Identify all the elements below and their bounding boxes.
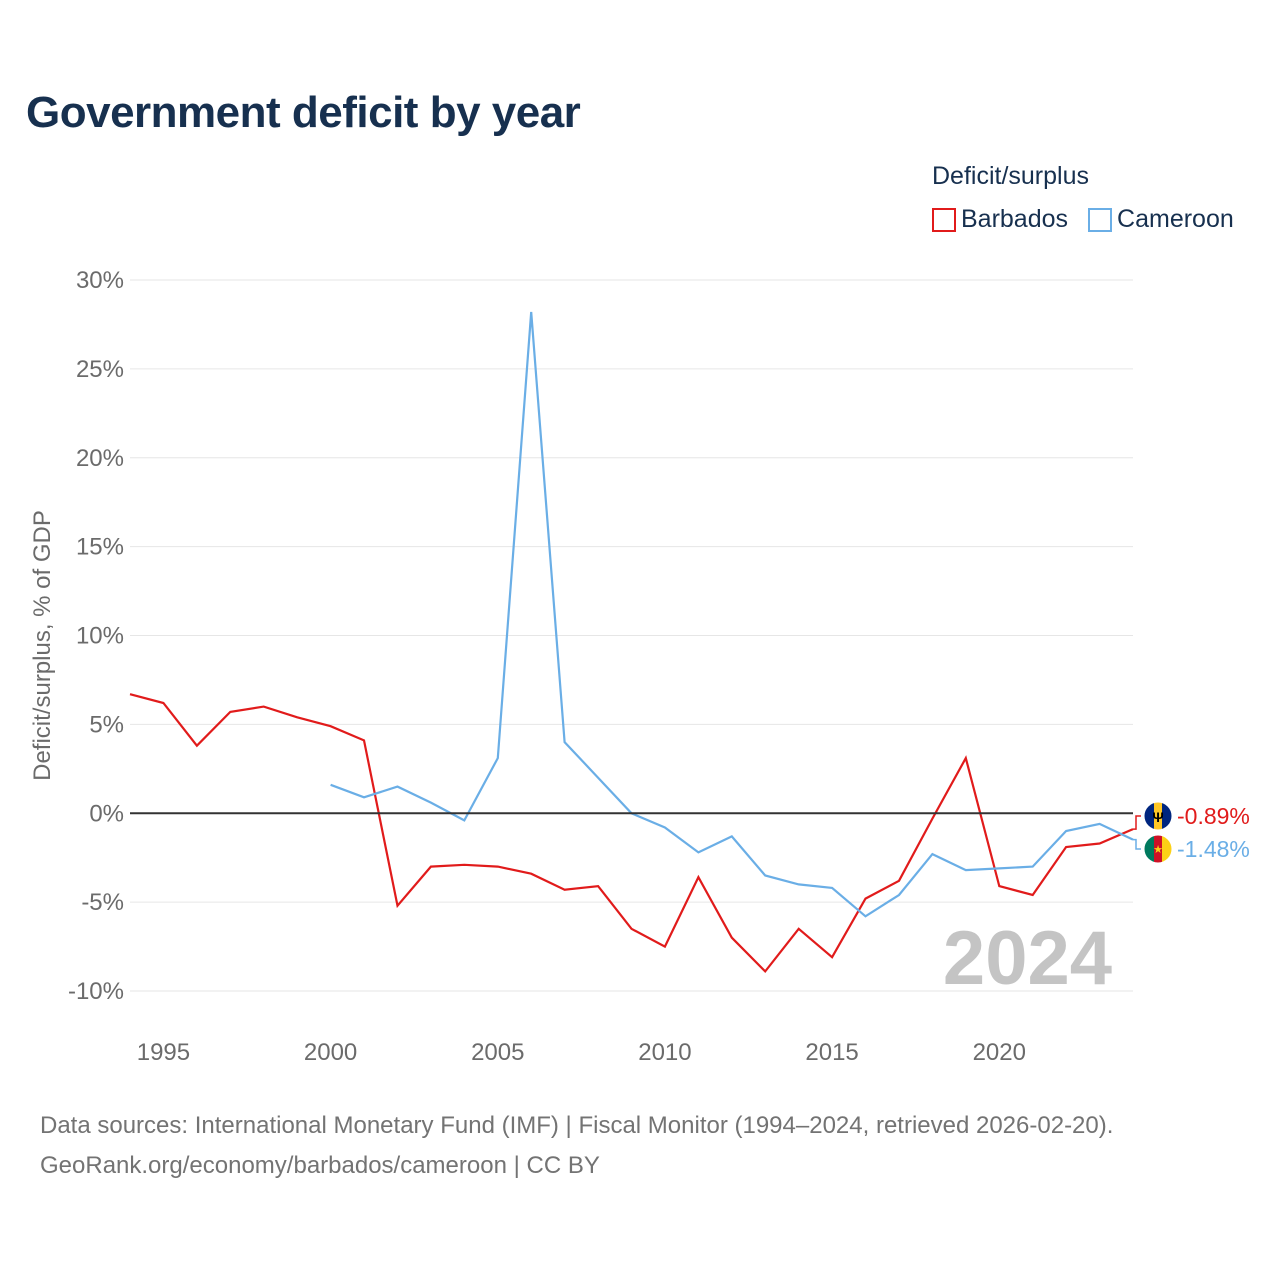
- footer-sources: Data sources: International Monetary Fun…: [40, 1112, 1114, 1139]
- end-value-label-barbados: -0.89%: [1177, 803, 1250, 829]
- flag-stripe: [1144, 835, 1154, 863]
- series-line-barbados: [129, 693, 1134, 974]
- legend: Deficit/surplus Barbados Cameroon: [932, 162, 1234, 234]
- trident-icon: Ψ: [1152, 809, 1163, 825]
- legend-item-cameroon[interactable]: Cameroon: [1088, 205, 1234, 234]
- y-tick-label: -5%: [81, 889, 124, 916]
- series-line-cameroon: [330, 311, 1134, 918]
- end-value-label-cameroon: -1.48%: [1177, 836, 1250, 862]
- cameroon-flag-outline: [1143, 834, 1173, 864]
- x-tick-label: 1995: [137, 1039, 190, 1066]
- x-tick-label: 2000: [304, 1039, 357, 1066]
- legend-item-barbados[interactable]: Barbados: [932, 205, 1068, 234]
- legend-title: Deficit/surplus: [932, 162, 1089, 190]
- legend-swatch-cameroon: [1088, 207, 1113, 232]
- y-tick-label: 5%: [89, 711, 124, 738]
- y-tick-label: 10%: [76, 623, 124, 650]
- x-tick-label: 2010: [638, 1039, 691, 1066]
- flag-stripe: [1162, 835, 1172, 863]
- flag-stripe: [1154, 802, 1162, 830]
- y-axis-label: Deficit/surplus, % of GDP: [29, 510, 56, 781]
- barbados-flag-outline: [1143, 801, 1173, 831]
- year-watermark: 2024: [943, 916, 1112, 1001]
- legend-swatch-barbados: [932, 207, 956, 232]
- y-tick-label: 0%: [89, 800, 124, 827]
- end-connector-cameroon: [1133, 838, 1141, 850]
- y-tick-label: 20%: [76, 445, 124, 472]
- y-tick-label: -10%: [68, 978, 124, 1005]
- legend-label-barbados: Barbados: [961, 205, 1069, 233]
- x-tick-label: 2005: [471, 1039, 524, 1066]
- x-tick-label: 2020: [973, 1039, 1026, 1066]
- star-icon: ★: [1153, 844, 1163, 856]
- footer-credit: GeoRank.org/economy/barbados/cameroon | …: [40, 1152, 600, 1179]
- flag-stripe: [1144, 802, 1154, 830]
- flag-stripe: [1154, 835, 1162, 863]
- x-tick-label: 2015: [805, 1039, 858, 1066]
- y-tick-label: 30%: [76, 267, 124, 294]
- footer: Data sources: International Monetary Fun…: [40, 1106, 1113, 1186]
- flag-stripe: [1162, 802, 1172, 830]
- end-connector-barbados: [1133, 815, 1141, 830]
- line-chart: 30% 25% 20% 15% 10% 5% 0% -5% -10% 1995 2000 2005 20…: [29, 267, 1250, 1066]
- legend-label-cameroon: Cameroon: [1117, 205, 1234, 233]
- y-tick-label: 15%: [76, 534, 124, 561]
- y-tick-label: 25%: [76, 356, 124, 383]
- chart-title: Government deficit by year: [26, 88, 581, 137]
